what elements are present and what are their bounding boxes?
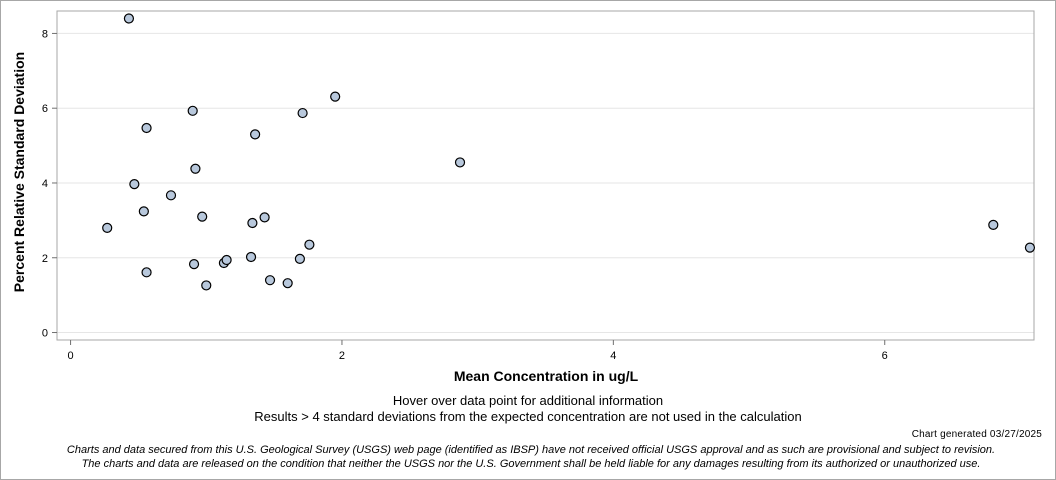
- y-tick-label: 4: [42, 178, 48, 190]
- data-point[interactable]: [1024, 242, 1036, 253]
- x-tick-label: 0: [68, 350, 74, 362]
- data-point[interactable]: [330, 91, 341, 102]
- data-point[interactable]: [245, 251, 257, 263]
- data-point[interactable]: [141, 267, 152, 278]
- data-point[interactable]: [264, 275, 276, 286]
- data-point[interactable]: [297, 107, 308, 119]
- x-axis-title: Mean Concentration in ug/L: [454, 368, 639, 384]
- y-tick-label: 8: [42, 28, 48, 40]
- y-tick-label: 2: [42, 253, 48, 265]
- data-point[interactable]: [190, 163, 201, 174]
- scatter-chart: 0 2 4 6 0 2 4 6 8 Mean Concentration in ug/L Pe…: [11, 10, 1036, 384]
- x-tick-label: 4: [610, 350, 616, 362]
- data-point[interactable]: [197, 211, 208, 222]
- x-tick-label: 6: [882, 350, 888, 362]
- data-point[interactable]: [187, 105, 198, 116]
- data-point[interactable]: [188, 259, 200, 270]
- hover-note: Hover over data point for additional inf…: [392, 393, 664, 408]
- data-point[interactable]: [123, 13, 135, 24]
- data-point[interactable]: [129, 178, 140, 190]
- results-note: Results > 4 standard deviations from the…: [254, 409, 802, 424]
- y-axis: 0 2 4 6 8: [42, 28, 57, 340]
- data-point[interactable]: [221, 254, 232, 266]
- y-tick-label: 0: [42, 328, 48, 340]
- data-point[interactable]: [988, 219, 999, 230]
- y-axis-title: Percent Relative Standard Deviation: [11, 52, 27, 292]
- data-point[interactable]: [454, 157, 466, 168]
- data-point[interactable]: [250, 129, 261, 140]
- x-tick-label: 2: [339, 350, 345, 362]
- data-point[interactable]: [138, 206, 149, 217]
- data-point[interactable]: [294, 253, 305, 264]
- data-point[interactable]: [282, 278, 293, 289]
- data-point[interactable]: [259, 212, 270, 223]
- y-tick-label: 6: [42, 103, 48, 115]
- disclaimer-line-2: The charts and data are released on the …: [81, 458, 981, 470]
- data-point[interactable]: [304, 239, 315, 250]
- data-point[interactable]: [141, 122, 152, 134]
- data-point[interactable]: [247, 217, 258, 229]
- chart-generated-date: Chart generated 03/27/2025: [911, 429, 1042, 440]
- data-point[interactable]: [201, 280, 212, 291]
- data-point[interactable]: [102, 222, 113, 233]
- grid-lines: [57, 32, 1034, 334]
- data-point[interactable]: [165, 190, 177, 201]
- data-points: [102, 13, 1036, 291]
- plot-area: [56, 10, 1035, 341]
- disclaimer-line-1: Charts and data secured from this U.S. G…: [66, 444, 996, 456]
- x-axis: 0 2 4 6: [68, 340, 888, 362]
